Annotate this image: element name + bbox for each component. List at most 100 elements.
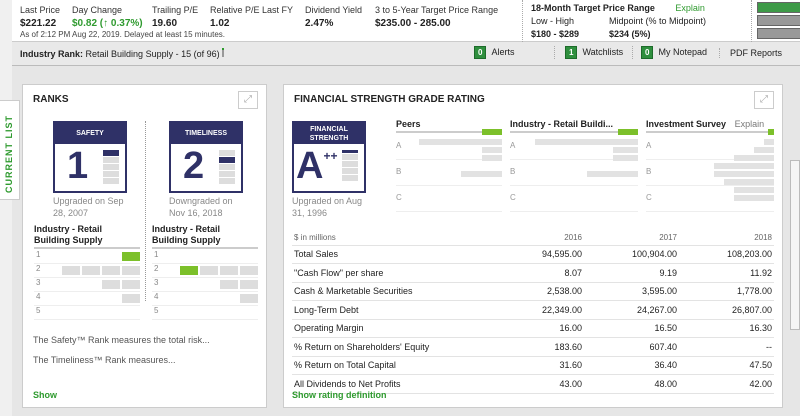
expand-icon[interactable]: ⤢ — [754, 91, 774, 109]
rank-row: 5 — [34, 306, 140, 320]
left-strip — [0, 0, 12, 416]
cell-value: 22,349.00 — [489, 300, 584, 320]
flag-icon — [222, 48, 225, 57]
div-yield: 2.47% — [305, 18, 334, 29]
rank-bar — [220, 280, 238, 289]
distribution-bar — [613, 155, 638, 161]
table-row: Cash & Marketable Securities 2,538.00 3,59… — [292, 282, 774, 301]
timeliness-value: 2 — [183, 145, 205, 187]
timeliness-card: TIMELINESS 2 — [169, 121, 243, 193]
survey-col: Investment Survey Explain — [646, 119, 774, 133]
cell-value: 16.50 — [584, 319, 679, 338]
cell-value: 36.40 — [584, 356, 679, 375]
peers-col: Peers — [396, 119, 502, 133]
rank-bar — [62, 266, 80, 275]
year-header: 2017 — [584, 230, 679, 246]
rank-row: 4 — [34, 292, 140, 306]
fs-note: Upgraded on Aug 31, 1996 — [292, 196, 363, 218]
alerts-label: Alerts — [491, 47, 515, 57]
grade-label: B — [646, 167, 652, 176]
distribution-bar — [754, 147, 774, 153]
cell-value: 1,778.00 — [679, 282, 774, 301]
rank-row-label: 2 — [154, 264, 159, 273]
notepad-button[interactable]: 0 My Notepad — [632, 46, 707, 59]
midpoint-label: Midpoint (% to Midpoint) — [609, 16, 707, 26]
table-header: $ in millions 2016 2017 2018 — [292, 230, 774, 246]
row-label: Operating Margin — [292, 319, 489, 338]
explain-link[interactable]: Explain — [675, 3, 705, 13]
watchlists-button[interactable]: 1 Watchlists — [554, 46, 623, 59]
rank-bar — [240, 280, 258, 289]
right-scroll-tab[interactable] — [790, 160, 800, 330]
safety-note: Upgraded on Sep 28, 2007 — [53, 196, 124, 218]
rel-pe-label: Relative P/E Last FY — [210, 5, 294, 15]
rank-row: 2 — [34, 264, 140, 278]
target-18-month: 18-Month Target Price Range Explain Low … — [522, 0, 752, 42]
rank-bar — [102, 280, 120, 289]
rank-bar-current — [122, 252, 140, 261]
current-grade-bar — [482, 129, 502, 135]
cell-value: 26,807.00 — [679, 300, 774, 320]
cell-value: 24,267.00 — [584, 300, 679, 320]
rel-pe: 1.02 — [210, 18, 230, 29]
survey-explain[interactable]: Explain — [734, 119, 765, 129]
rank-bar — [220, 266, 238, 275]
show-rating-definition[interactable]: Show rating definition — [292, 390, 387, 400]
row-label: "Cash Flow" per share — [292, 263, 489, 283]
fs-label: FINANCIAL STRENGTH — [294, 123, 364, 144]
safety-industry: Industry - Retail Building Supply — [34, 224, 140, 249]
industry-rank-label: Industry Rank: — [20, 49, 84, 59]
watchlists-label: Watchlists — [582, 47, 624, 57]
fs-grade: A — [296, 145, 324, 187]
rank-row: 5 — [152, 306, 258, 320]
financial-strength-panel: FINANCIAL STRENGTH GRADE RATING ⤢ FINANC… — [283, 84, 783, 408]
rank-row-label: 5 — [36, 306, 41, 315]
cell-value: 183.60 — [489, 337, 584, 357]
timeliness-note: Downgraded on Nov 16, 2018 — [169, 196, 233, 218]
rank-row-label: 1 — [154, 250, 159, 259]
grade-divider — [396, 159, 502, 160]
grade-label: B — [510, 167, 516, 176]
cell-value: 48.00 — [584, 374, 679, 394]
financial-title: FINANCIAL STRENGTH GRADE RATING — [294, 94, 485, 105]
alerts-button[interactable]: 0 Alerts — [474, 46, 514, 59]
rank-row-label: 2 — [36, 264, 41, 273]
last-price-label: Last Price — [20, 5, 61, 15]
current-list-tab[interactable]: CURRENT LIST — [0, 100, 20, 200]
grade-divider — [396, 185, 502, 186]
distribution-bar — [724, 179, 774, 185]
cell-value: 43.00 — [489, 374, 584, 394]
pdf-reports-button[interactable]: PDF Reports — [719, 48, 782, 58]
distribution-bar — [482, 155, 502, 161]
distribution-bar — [535, 139, 638, 145]
rank-bar — [180, 266, 198, 275]
table-row: % Return on Shareholders' Equity 183.60 60… — [292, 337, 774, 357]
table-row: Operating Margin 16.00 16.50 16.30 — [292, 319, 774, 338]
rank-bar — [82, 266, 100, 275]
cell-value: 3,595.00 — [584, 282, 679, 301]
rank-row: 4 — [152, 292, 258, 306]
financial-strength-card: FINANCIAL STRENGTH A++ — [292, 121, 366, 193]
industry-rank-value[interactable]: Retail Building Supply - 15 (of 96) — [85, 49, 220, 59]
day-change-label: Day Change — [72, 5, 123, 15]
cell-value: 42.00 — [679, 374, 774, 394]
timeliness-description: The Timeliness™ Rank measures... — [33, 355, 176, 365]
target-range: $235.00 - 285.00 — [375, 18, 451, 29]
table-row: Long-Term Debt 22,349.00 24,267.00 26,807.0… — [292, 300, 774, 320]
distribution-bar — [764, 139, 774, 145]
show-link[interactable]: Show — [33, 390, 57, 400]
table-row: All Dividends to Net Profits 43.00 48.00 42… — [292, 374, 774, 394]
day-change: $0.82 (↑ 0.37%) — [72, 18, 143, 29]
grade-label: C — [396, 193, 402, 202]
distribution-bar — [613, 147, 638, 153]
rank-bar — [240, 294, 258, 303]
distribution-bar — [461, 171, 502, 177]
expand-icon[interactable]: ⤢ — [238, 91, 258, 109]
current-list-label: CURRENT LIST — [4, 115, 14, 193]
grade-label: A — [646, 141, 652, 150]
grade-divider — [646, 185, 774, 186]
rank-row-label: 4 — [36, 292, 41, 301]
watchlists-count: 1 — [565, 46, 578, 59]
grade-label: A — [510, 141, 516, 150]
table-row: Total Sales 94,595.00 100,904.00 108,203.00 — [292, 245, 774, 264]
